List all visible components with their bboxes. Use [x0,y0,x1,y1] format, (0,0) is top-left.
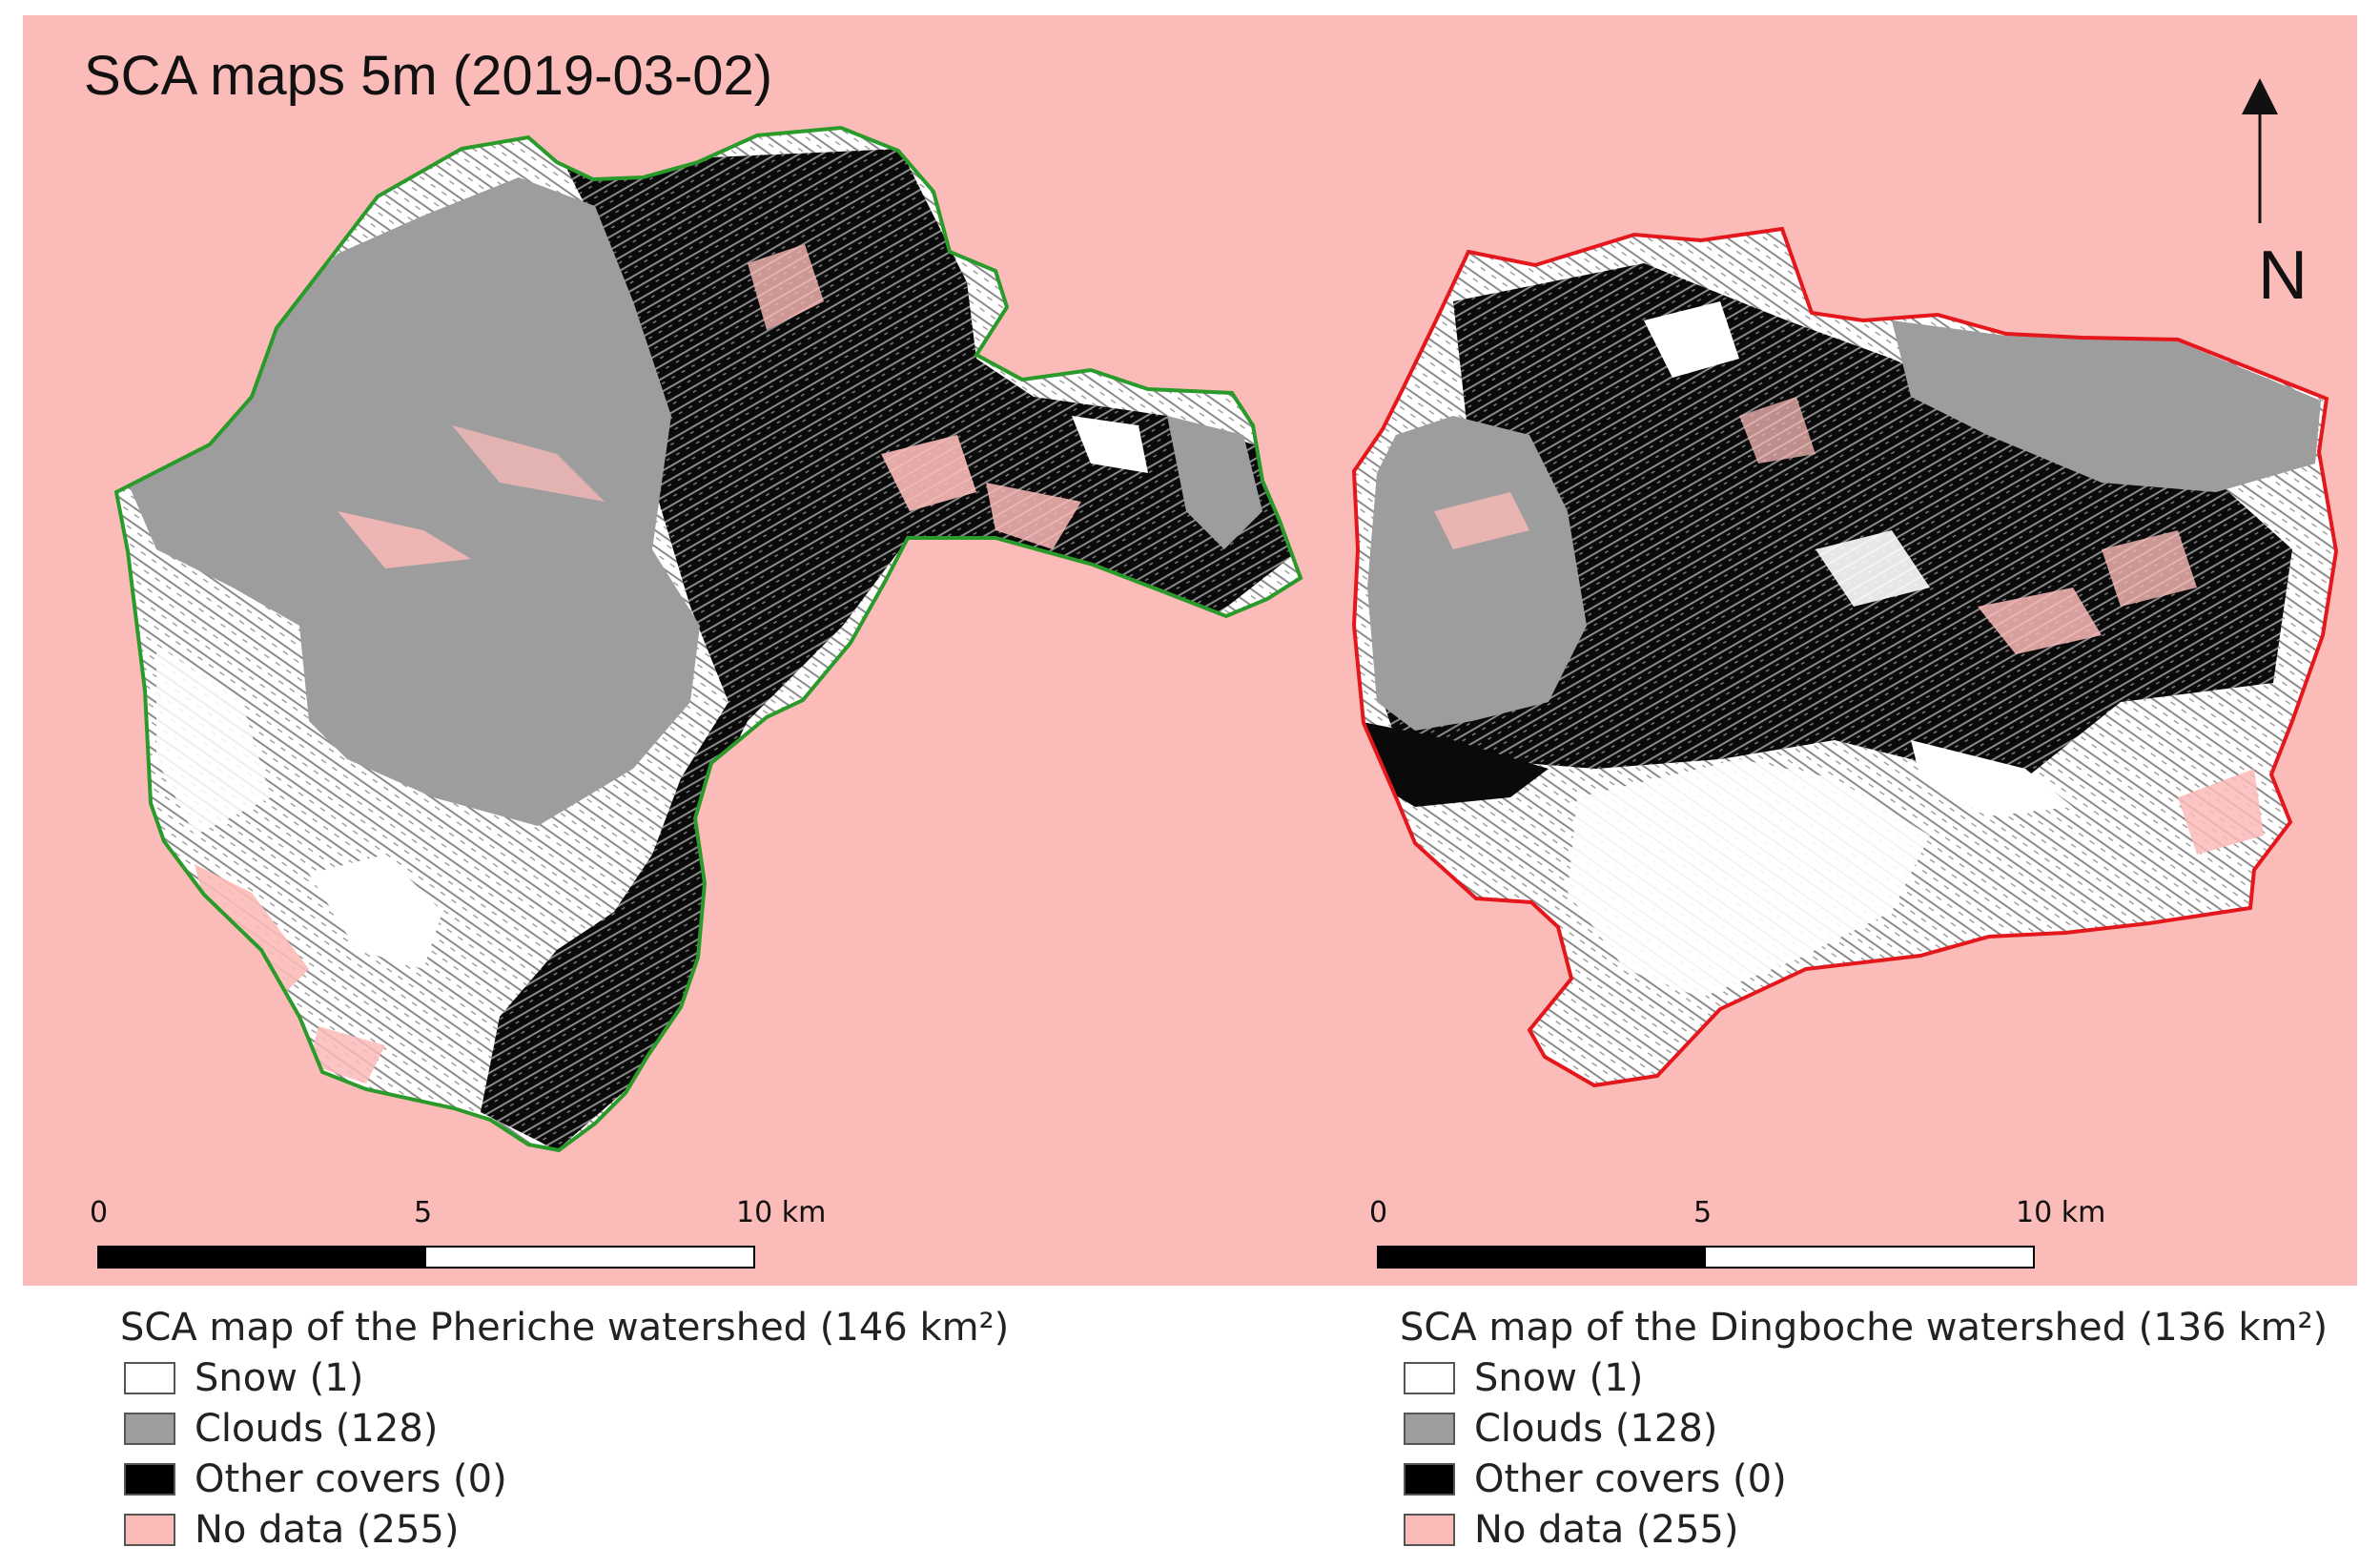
north-label: N [2258,237,2308,314]
scalebar-tick: 5 [1693,1196,1713,1229]
map-title: SCA maps 5m (2019-03-02) [84,45,773,107]
scalebar-tick: 0 [1369,1196,1388,1229]
scalebar-bar [1377,1246,2035,1269]
legend-label: No data (255) [1474,1507,1739,1552]
legend-swatch-other-covers [1404,1462,1455,1496]
legend-swatch-no-data [124,1513,175,1546]
legend-item-clouds: Clouds (128) [120,1403,1169,1454]
dingboche-watershed [1352,227,2338,1087]
legend-item-other-covers: Other covers (0) [1400,1454,2380,1504]
legend-item-other-covers: Other covers (0) [120,1454,1169,1504]
legend-label: Snow (1) [1474,1355,1644,1400]
legend-label: Clouds (128) [195,1406,439,1451]
scalebar-tick: 0 [90,1196,109,1229]
scalebar-bar [97,1246,755,1269]
legend-swatch-clouds [1404,1412,1455,1445]
legend-item-snow: Snow (1) [120,1352,1169,1403]
legend-swatch-clouds [124,1412,175,1445]
legend-pheriche: SCA map of the Pheriche watershed (146 k… [120,1303,1169,1555]
legend-label: Clouds (128) [1474,1406,1718,1451]
legend-item-clouds: Clouds (128) [1400,1403,2380,1454]
legend-item-no-data: No data (255) [120,1504,1169,1555]
legend-item-snow: Snow (1) [1400,1352,2380,1403]
legend-label: Snow (1) [195,1355,364,1400]
pheriche-watershed [114,126,1303,1152]
map-canvas [114,78,2338,1152]
legend-swatch-other-covers [124,1462,175,1496]
legend-label: No data (255) [195,1507,460,1552]
legend-swatch-no-data [1404,1513,1455,1546]
scalebar-tick: 5 [414,1196,433,1229]
scalebar-tick: 10 km [736,1196,827,1229]
map-frame: SCA maps 5m (2019-03-02) N 0 5 10 km 0 5… [23,15,2357,1286]
legend-swatch-snow [1404,1361,1455,1394]
legend-label: Other covers (0) [1474,1456,1787,1501]
legend-title: SCA map of the Pheriche watershed (146 k… [120,1306,1010,1350]
scalebar-tick: 10 km [2016,1196,2106,1229]
legend-item-no-data: No data (255) [1400,1504,2380,1555]
legend-dingboche: SCA map of the Dingboche watershed (136 … [1400,1303,2380,1555]
north-arrow-icon [2242,78,2278,223]
legend-swatch-snow [124,1361,175,1394]
legend-label: Other covers (0) [195,1456,507,1501]
legend-title: SCA map of the Dingboche watershed (136 … [1400,1306,2329,1350]
